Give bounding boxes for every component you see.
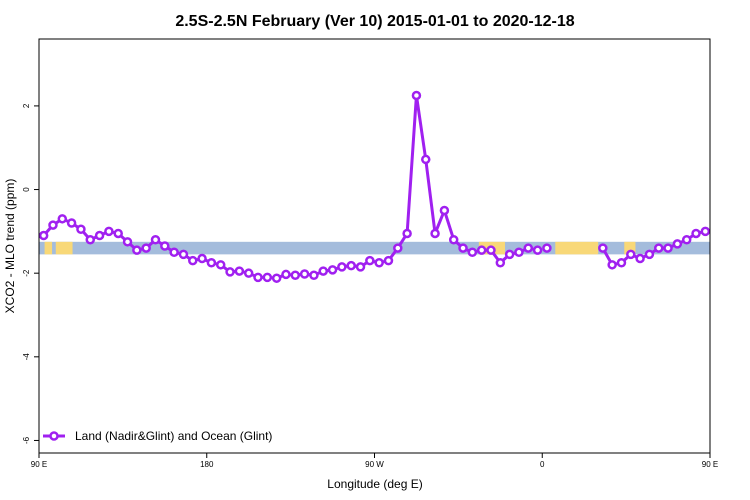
x-tick-label: 180 [200, 460, 214, 469]
data-point [178, 249, 189, 260]
y-axis: 2 0 -2 -4 -6 [22, 103, 39, 444]
surface-band [39, 241, 710, 255]
legend: Land (Nadir&Glint) and Ocean (Glint) [43, 429, 272, 443]
data-point [206, 257, 217, 268]
data-point [76, 224, 86, 235]
data-point [38, 230, 49, 241]
data-point [141, 243, 151, 253]
data-point [337, 262, 347, 272]
data-point [160, 241, 170, 251]
data-point [318, 266, 328, 276]
x-tick-label: 0 [540, 460, 545, 469]
data-point [644, 249, 655, 260]
data-point [365, 255, 375, 266]
data-point [85, 234, 96, 245]
data-point [626, 249, 636, 260]
data-point [48, 220, 58, 230]
data-point [383, 255, 394, 266]
y-tick-label: -4 [22, 353, 31, 361]
y-tick-label: -6 [22, 436, 31, 444]
data-point [122, 237, 133, 247]
x-axis-label: Longitude (deg E) [327, 477, 422, 491]
data-point [234, 266, 245, 276]
data-point [495, 257, 506, 268]
data-point [672, 239, 683, 249]
land-band-segment [44, 241, 53, 255]
legend-marker [49, 431, 59, 441]
x-tick-label: 90 E [702, 460, 718, 469]
data-point [271, 273, 282, 283]
data-point [309, 270, 319, 281]
data-point [355, 262, 366, 272]
legend-label: Land (Nadir&Glint) and Ocean (Glint) [75, 429, 272, 443]
data-point [94, 230, 105, 241]
data-point [421, 154, 431, 165]
land-band-segment [624, 241, 636, 255]
data-point [253, 272, 263, 283]
data-point [113, 228, 123, 239]
data-point [486, 245, 496, 255]
x-tick-label: 90 E [31, 460, 47, 469]
data-point [411, 90, 422, 101]
data-point [439, 205, 450, 216]
data-point [458, 243, 468, 253]
data-point [327, 265, 338, 275]
data-point [66, 218, 77, 228]
data-point [448, 234, 459, 245]
data-point [504, 249, 515, 260]
data-point [225, 267, 235, 277]
y-tick-label: 2 [22, 103, 31, 108]
data-point [476, 245, 487, 255]
y-tick-label: 0 [22, 187, 31, 192]
data-point [514, 247, 524, 258]
data-point [681, 234, 692, 245]
data-point [430, 228, 440, 239]
data-point [663, 243, 673, 253]
ocean-band [39, 241, 710, 255]
data-point [635, 253, 645, 264]
x-axis: 90 E 180 90 W 0 90 E [31, 453, 718, 469]
land-band-segment [555, 241, 599, 255]
data-point [169, 247, 179, 258]
data-point [598, 243, 608, 253]
x-tick-label: 90 W [365, 460, 384, 469]
data-point [607, 260, 617, 270]
data-point [532, 245, 543, 255]
data-point [393, 243, 403, 253]
land-band-segment [55, 241, 73, 255]
data-point [215, 260, 226, 270]
data-point [299, 269, 310, 279]
data-point [374, 257, 384, 268]
data-point [57, 214, 68, 224]
data-point [523, 243, 534, 253]
data-point [467, 247, 478, 258]
chart-title: 2.5S-2.5N February (Ver 10) 2015-01-01 t… [175, 13, 574, 30]
y-tick-label: -2 [22, 269, 31, 277]
data-point [691, 228, 701, 239]
data-point [653, 243, 664, 253]
data-point [402, 228, 412, 239]
data-point [104, 226, 114, 237]
y-axis-label: XCO2 - MLO trend (ppm) [3, 179, 17, 314]
data-point [188, 255, 198, 266]
data-point [346, 260, 356, 271]
data-point [243, 268, 254, 278]
data-point [132, 245, 142, 255]
data-point [290, 270, 301, 281]
data-point [197, 253, 207, 264]
data-point [700, 226, 711, 237]
data-point [150, 234, 161, 245]
data-point [616, 257, 627, 268]
data-series [38, 90, 711, 283]
data-point [262, 272, 273, 283]
data-point [542, 243, 552, 253]
data-point [281, 269, 291, 280]
